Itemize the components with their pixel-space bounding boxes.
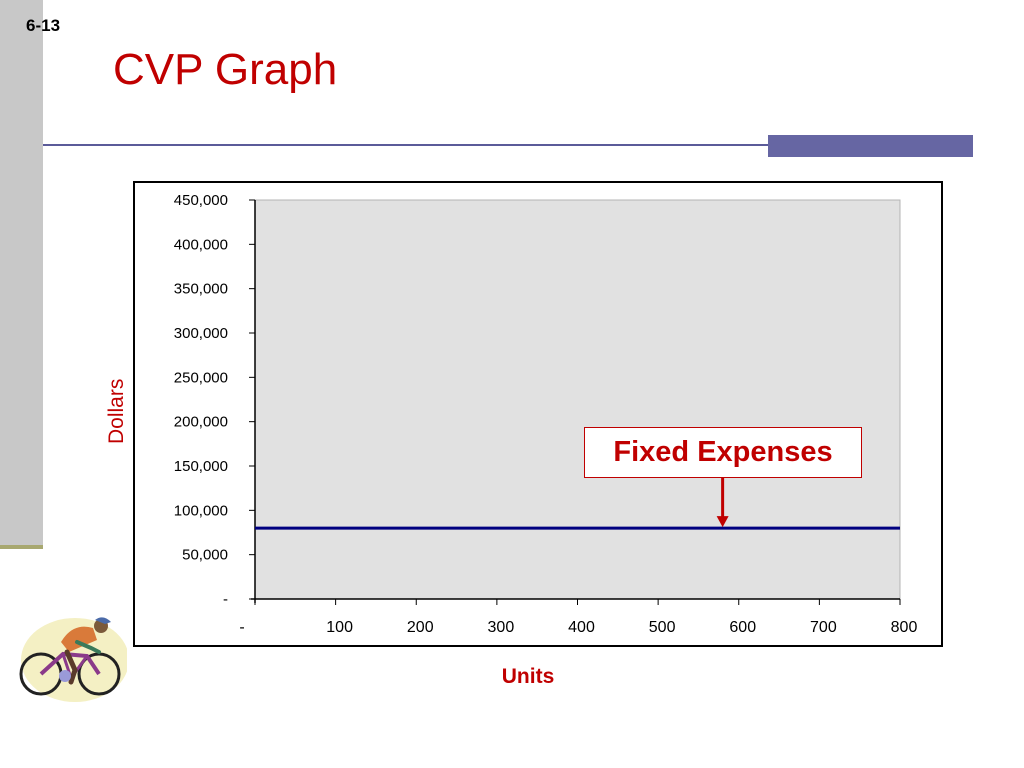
y-tick-label: 250,000 (174, 369, 228, 386)
fixed-expenses-callout: Fixed Expenses (584, 427, 862, 478)
x-axis-label: Units (501, 665, 555, 688)
title-rule (43, 144, 768, 146)
x-tick-label: 600 (729, 619, 756, 636)
x-tick-label: 700 (810, 619, 837, 636)
x-tick-label: 300 (488, 619, 515, 636)
y-tick-label: 150,000 (174, 458, 228, 475)
x-tick-label: 100 (326, 619, 353, 636)
left-accent-bar (0, 0, 43, 545)
slide-title: CVP Graph (113, 45, 338, 94)
y-tick-label: 300,000 (174, 325, 228, 342)
x-tick-label: - (239, 619, 244, 636)
cyclist-clipart-icon (19, 617, 127, 702)
y-tick-label: 450,000 (174, 192, 228, 209)
y-tick-label: 400,000 (174, 236, 228, 253)
slide-number: 6-13 (26, 16, 61, 35)
y-tick-label: - (223, 591, 228, 608)
x-tick-label: 500 (649, 619, 676, 636)
y-tick-label: 350,000 (174, 281, 228, 298)
x-tick-label: 400 (568, 619, 595, 636)
title-rule-block (768, 135, 973, 157)
y-tick-label: 200,000 (174, 414, 228, 431)
y-tick-label: 100,000 (174, 502, 228, 519)
y-axis-label: Dollars (105, 378, 128, 444)
plot-area (254, 199, 901, 600)
y-tick-label: 50,000 (182, 547, 228, 564)
left-accent-stripe (0, 545, 43, 549)
callout-arrow-head (716, 516, 729, 528)
x-tick-label: 800 (891, 619, 918, 636)
x-tick-label: 200 (407, 619, 434, 636)
